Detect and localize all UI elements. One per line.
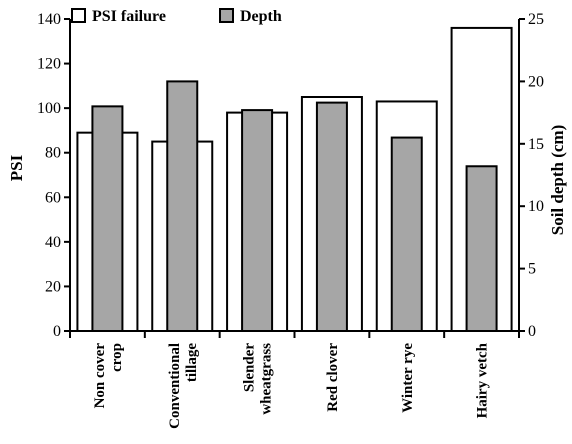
depth-bar [91, 105, 124, 332]
bars [76, 26, 513, 333]
category-label-line: crop [109, 343, 125, 372]
left-tick-label: 140 [37, 11, 61, 28]
category-label-line: Hairy vetch [475, 342, 491, 418]
category-label: Non cover crop [92, 343, 125, 409]
category-label-line: Red clover [325, 343, 341, 412]
category-label-line: Conventional [167, 343, 183, 429]
depth-bar [166, 80, 199, 333]
right-tick-label: 20 [528, 73, 544, 90]
legend: PSI failure Depth [71, 8, 282, 25]
left-tick-label: 20 [45, 278, 61, 295]
right-axis-title: Soil depth (cm) [548, 125, 567, 236]
left-tick-label: 40 [45, 234, 61, 251]
right-tick-label: 5 [528, 261, 536, 278]
left-tick-label: 120 [37, 56, 61, 73]
category-label-line: Non cover [92, 343, 108, 409]
category-label-line: Slender [242, 343, 258, 393]
legend-label-depth: Depth [240, 8, 282, 25]
left-y-axis: 0 20 40 60 80 100 120 140 [37, 11, 71, 340]
category-label: Red clover [325, 343, 341, 412]
right-tick-label: 25 [528, 11, 544, 28]
left-tick-label: 100 [37, 100, 61, 117]
right-tick-label: 0 [528, 323, 536, 340]
category-label: Conventional tillage [167, 343, 200, 429]
right-tick-label: 10 [528, 198, 544, 215]
left-tick-label: 80 [45, 145, 61, 162]
left-tick-label: 60 [45, 189, 61, 206]
depth-bar [241, 109, 274, 332]
category-label-line: tillage [184, 343, 200, 382]
category-label: Slender wheatgrass [242, 343, 275, 415]
category-label: Hairy vetch [475, 342, 491, 418]
right-y-axis: 0 5 10 15 20 25 [518, 11, 544, 340]
category-label-line: wheatgrass [259, 343, 275, 415]
x-axis: Non cover crop Conventional tillage Slender w… [69, 330, 520, 429]
legend-swatch-psi-failure [71, 8, 86, 23]
depth-bar [465, 165, 498, 332]
left-axis-title: PSI [7, 154, 26, 181]
depth-bar [390, 136, 423, 332]
legend-swatch-depth [219, 8, 234, 23]
category-label-line: Winter rye [400, 343, 416, 413]
right-tick-label: 15 [528, 136, 544, 153]
legend-label-psi-failure: PSI failure [92, 8, 166, 25]
left-tick-label: 0 [53, 323, 61, 340]
category-label: Winter rye [400, 343, 416, 413]
depth-bar [315, 101, 348, 332]
